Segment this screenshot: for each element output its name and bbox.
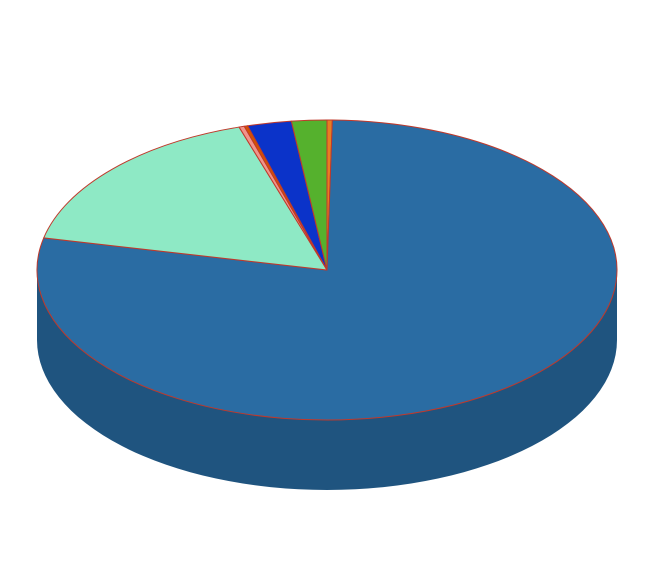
pie-chart-3d [0,0,655,580]
